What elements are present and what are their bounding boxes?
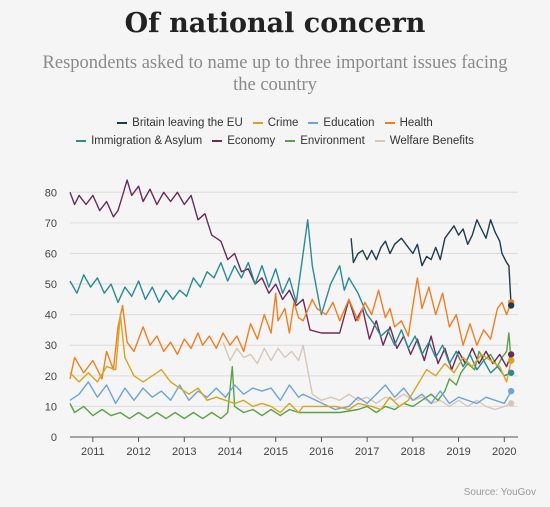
x-tick-label: 2020	[492, 446, 516, 458]
legend-swatch	[374, 139, 385, 142]
legend-swatch	[384, 121, 395, 124]
legend-swatch	[212, 139, 223, 142]
x-tick-label: 2015	[263, 446, 287, 458]
y-tick-label: 80	[45, 187, 57, 199]
chart-title: Of national concern	[124, 8, 426, 39]
y-tick-label: 20	[45, 371, 57, 383]
y-tick-label: 60	[45, 248, 57, 260]
series-end-point	[507, 351, 515, 358]
legend-label: Crime	[267, 117, 299, 129]
series-line-britain-leaving-the-eu	[350, 219, 512, 306]
legend-label: Britain leaving the EU	[132, 117, 243, 129]
legend-swatch	[117, 121, 128, 124]
x-tick-label: 2014	[218, 446, 242, 458]
legend-row: Britain leaving the EU Crime Education Heal…	[0, 117, 550, 129]
x-tick-label: 2018	[401, 446, 425, 458]
series-end-point	[507, 387, 515, 395]
series-line-environment	[69, 332, 512, 420]
legend-item: Immigration & Asylum	[76, 135, 202, 147]
legend-label: Welfare Benefits	[389, 135, 474, 147]
legend-item: Britain leaving the EU	[117, 117, 243, 129]
series-line-crime	[69, 313, 512, 414]
series-line-economy	[69, 179, 512, 371]
legend-label: Environment	[300, 135, 365, 147]
source-note: Source: YouGov	[463, 487, 536, 498]
series-end-point	[507, 400, 515, 407]
y-tick-label: 40	[45, 310, 57, 322]
series-line-welfare-benefits	[222, 341, 512, 411]
legend-label: Health	[399, 117, 433, 129]
series-line-education	[69, 381, 512, 411]
legend-item: Environment	[285, 135, 365, 147]
legend-swatch	[285, 139, 296, 142]
y-tick-label: 70	[45, 218, 57, 230]
legend-swatch	[252, 121, 263, 124]
legend-row: Immigration & Asylum Economy Environment We…	[0, 135, 550, 147]
legend-label: Education	[323, 117, 375, 129]
legend-label: Economy	[227, 135, 276, 147]
series-line-health	[69, 277, 512, 380]
x-tick-label: 2016	[309, 446, 333, 458]
series-end-point	[507, 369, 515, 376]
legend-swatch	[76, 139, 87, 142]
x-tick-label: 2013	[172, 446, 196, 458]
legend-label: Immigration & Asylum	[91, 135, 203, 147]
legend-swatch	[308, 121, 319, 124]
legend-item: Welfare Benefits	[374, 135, 474, 147]
series-end-point	[507, 302, 515, 309]
y-tick-label: 0	[51, 432, 57, 444]
y-tick-label: 10	[45, 401, 57, 413]
y-tick-label: 30	[45, 340, 57, 352]
y-tick-label: 50	[45, 279, 57, 291]
legend-item: Health	[384, 117, 433, 129]
legend-item: Economy	[212, 135, 275, 147]
series-line-immigration-asylum	[69, 219, 512, 377]
x-tick-label: 2019	[446, 446, 470, 458]
x-tick-label: 2011	[81, 446, 105, 458]
chart-subtitle: Respondents asked to name up to three im…	[42, 53, 508, 95]
legend-item: Education	[308, 117, 375, 129]
x-tick-label: 2012	[126, 446, 150, 458]
x-tick-label: 2017	[355, 446, 379, 458]
series-end-point	[507, 357, 515, 364]
legend-item: Crime	[252, 117, 299, 129]
